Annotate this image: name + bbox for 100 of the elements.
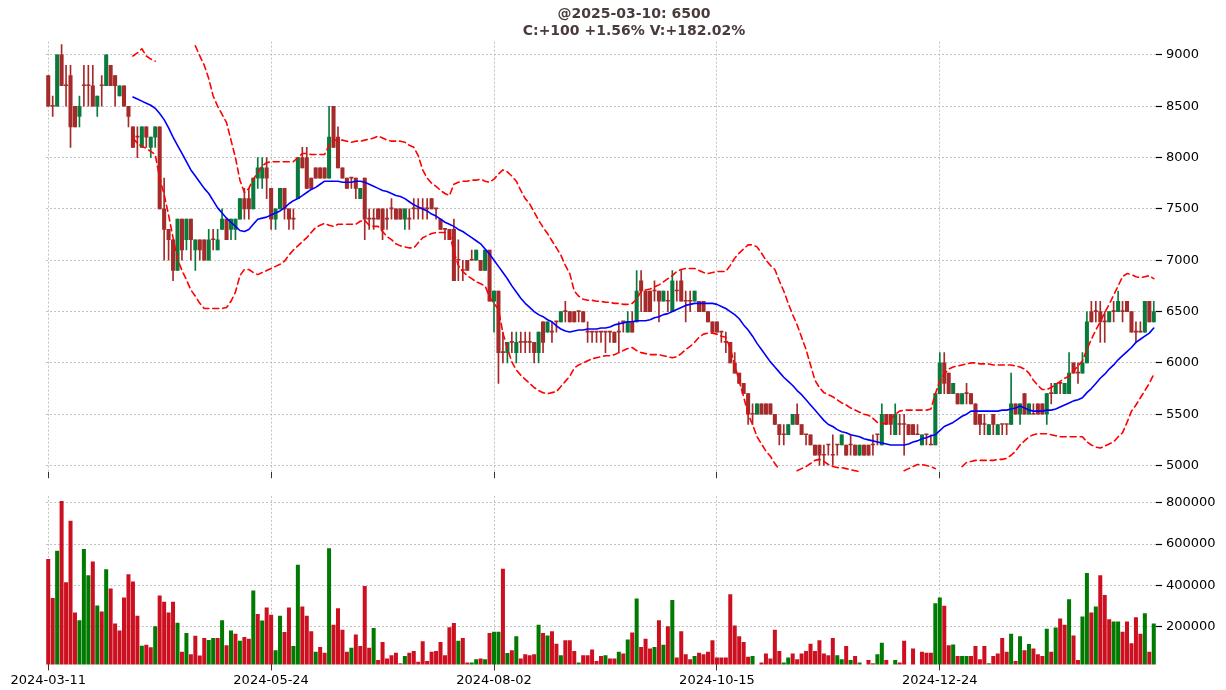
bar — [536, 624, 541, 665]
bar — [1031, 648, 1036, 665]
candlestick — [576, 310, 581, 323]
bar — [233, 633, 238, 665]
bar — [99, 611, 104, 665]
bar — [144, 644, 149, 665]
bar — [532, 654, 537, 665]
bar — [55, 550, 60, 665]
bar — [1071, 635, 1076, 665]
bar — [393, 652, 398, 665]
bar — [590, 649, 595, 665]
bar — [206, 639, 211, 665]
x-tick-label: 2024-10-15 — [679, 671, 755, 687]
y-tick-label: 5000 — [1166, 456, 1200, 472]
bar — [902, 640, 907, 665]
bar — [1084, 572, 1089, 665]
bar — [389, 655, 394, 665]
bar — [286, 607, 291, 665]
bar — [518, 658, 523, 665]
bar — [621, 653, 626, 665]
bar — [835, 655, 840, 665]
chart-title: @2025-03-10: 6500 — [557, 5, 711, 22]
bar — [924, 652, 929, 665]
y-tick-label: 200000 — [1166, 617, 1216, 633]
bar — [1093, 606, 1098, 665]
bar — [215, 637, 220, 665]
bar — [866, 660, 871, 665]
bar — [523, 654, 528, 665]
bar — [327, 548, 332, 665]
candlestick — [897, 413, 902, 436]
bar — [817, 640, 822, 665]
bar — [246, 638, 251, 665]
bar — [335, 608, 340, 665]
bar — [295, 564, 300, 665]
candlestick — [1000, 423, 1005, 436]
bar — [581, 655, 586, 665]
candlestick — [518, 331, 523, 353]
bar — [830, 637, 835, 665]
bar — [255, 614, 260, 665]
bar — [541, 632, 546, 665]
bar — [474, 659, 479, 665]
bar — [911, 648, 916, 665]
bar — [153, 626, 158, 665]
bar — [1142, 613, 1147, 665]
bar — [563, 640, 568, 665]
bar — [893, 660, 898, 665]
bar — [447, 627, 452, 665]
bar — [148, 647, 153, 665]
bar — [126, 574, 131, 665]
bar — [68, 520, 73, 665]
bar — [991, 655, 996, 665]
bar — [710, 640, 715, 665]
bar — [478, 658, 483, 665]
bar — [951, 644, 956, 665]
y-tick-label: 5500 — [1166, 405, 1200, 421]
bar — [545, 635, 550, 665]
candlestick — [407, 208, 412, 230]
y-tick-label: 7500 — [1166, 200, 1200, 216]
bar — [407, 652, 412, 665]
bar — [456, 640, 461, 665]
bar — [701, 654, 706, 665]
bar — [371, 628, 376, 665]
bar — [318, 646, 323, 665]
y-tick-label: 9000 — [1166, 46, 1200, 62]
bar — [634, 598, 639, 665]
bar — [607, 658, 612, 665]
bar — [514, 636, 519, 665]
x-tick-label: 2024-08-02 — [456, 671, 532, 687]
bar — [264, 607, 269, 665]
bar — [937, 597, 942, 665]
bar — [763, 653, 768, 665]
bar — [844, 646, 849, 665]
bar — [670, 600, 675, 665]
bar — [420, 641, 425, 665]
bar — [184, 632, 189, 665]
bar — [1018, 636, 1023, 665]
bar — [808, 643, 813, 665]
bar — [362, 586, 367, 665]
bar — [848, 660, 853, 665]
y-tick-label: 800000 — [1166, 494, 1216, 510]
bar — [492, 631, 497, 665]
x-tick-label: 2024-12-24 — [902, 671, 978, 687]
bar — [59, 500, 64, 665]
x-tick-label: 2024-05-24 — [233, 671, 309, 687]
bar — [483, 659, 488, 665]
bar — [104, 569, 109, 665]
candlestick — [509, 331, 514, 353]
bar — [799, 653, 804, 665]
bar — [839, 659, 844, 665]
bar — [728, 594, 733, 665]
bar — [1111, 621, 1116, 665]
bar — [928, 652, 933, 665]
bar — [1098, 575, 1103, 665]
bar — [1009, 633, 1014, 665]
bar — [567, 640, 572, 665]
bar — [278, 615, 283, 665]
bar — [237, 640, 242, 665]
candlestick — [523, 331, 528, 353]
y-tick-label: 600000 — [1166, 535, 1216, 551]
bar — [919, 651, 924, 665]
